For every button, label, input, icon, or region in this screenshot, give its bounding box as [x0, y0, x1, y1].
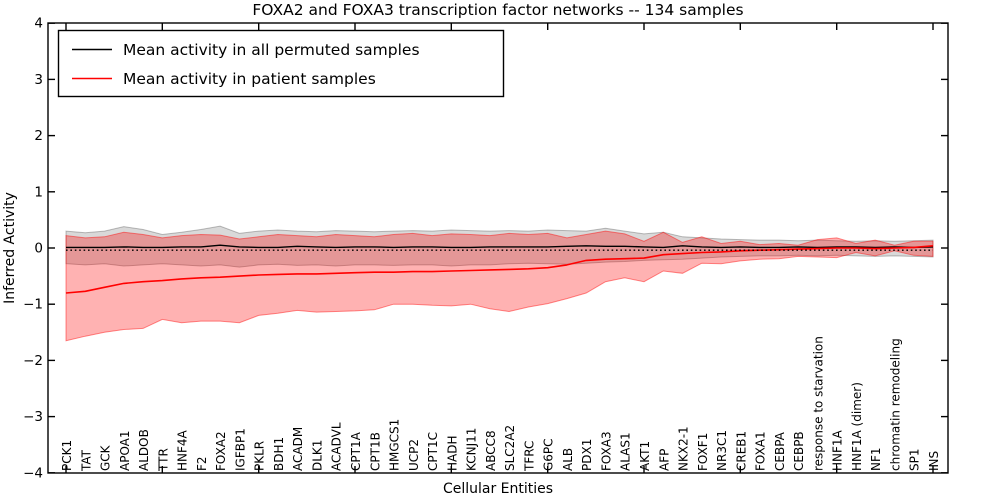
- chart-title: FOXA2 and FOXA3 transcription factor net…: [252, 1, 743, 19]
- x-category-label: F2: [195, 456, 209, 471]
- x-category-label: CEBPB: [792, 431, 806, 471]
- x-category-label: FOXA1: [754, 431, 768, 471]
- y-tick-label: −4: [23, 465, 43, 481]
- x-category-label: AKT1: [638, 441, 652, 471]
- legend: Mean activity in all permuted samples Me…: [57, 29, 505, 98]
- x-category-label: ALB: [561, 448, 575, 471]
- x-category-label: ACADVL: [330, 422, 344, 471]
- x-category-label: HMGCS1: [388, 419, 402, 471]
- x-category-label: PCK1: [60, 440, 74, 471]
- x-category-label: APOA1: [118, 430, 132, 471]
- y-tick-label: 4: [34, 16, 43, 32]
- x-category-label: CREB1: [734, 431, 748, 471]
- x-category-label: SP1: [908, 449, 922, 472]
- legend-label-permuted: Mean activity in all permuted samples: [123, 41, 420, 59]
- x-category-label: DLK1: [311, 440, 325, 471]
- y-tick-label: −3: [23, 409, 43, 425]
- x-category-label: ALDOB: [137, 429, 151, 471]
- x-category-label: UCP2: [407, 439, 421, 471]
- x-category-label: FOXA3: [600, 431, 614, 471]
- x-category-label: response to starvation: [811, 336, 825, 471]
- y-axis-label: Inferred Activity: [2, 192, 18, 304]
- x-category-label: AFP: [657, 449, 671, 471]
- y-tick-label: 3: [34, 72, 43, 88]
- x-category-label: GCK: [99, 444, 113, 471]
- x-category-label: G6PC: [542, 438, 556, 471]
- y-tick-label: 2: [34, 128, 43, 144]
- plot-axes-layer: 4 3 2 1 0 −1 −2 −3 −4 PCK1 TAT GCK APOA1 ALDOB TTR HNF4…: [23, 16, 948, 481]
- plot-data-layer: [65, 225, 934, 342]
- x-category-label: CPT1B: [368, 432, 382, 471]
- y-tick-label: 1: [34, 184, 43, 200]
- x-category-label: chromatin remodeling: [889, 338, 903, 471]
- y-tick-label: −2: [23, 353, 43, 369]
- x-category-label: HADH: [445, 436, 459, 472]
- legend-box: [57, 29, 505, 98]
- y-tick-label: 0: [34, 241, 43, 257]
- x-category-label: FOXA2: [214, 431, 228, 471]
- x-category-label: HNF4A: [176, 429, 190, 471]
- y-tick-label: −1: [23, 297, 43, 313]
- x-axis-label: Cellular Entities: [443, 481, 553, 497]
- x-category-label: PDX1: [580, 439, 594, 471]
- x-category-label: TAT: [79, 449, 93, 472]
- x-category-label: TFRC: [522, 441, 536, 472]
- legend-label-patient: Mean activity in patient samples: [123, 70, 376, 88]
- x-category-label: CPT1A: [349, 431, 363, 471]
- x-category-label: HNF1A: [831, 429, 845, 471]
- x-category-label: SLC2A2: [503, 425, 517, 471]
- x-category-label: NR3C1: [715, 430, 729, 471]
- x-category-label: IGFBP1: [233, 428, 247, 471]
- x-category-label: PKLR: [253, 441, 267, 471]
- patient-samples-band: [65, 230, 934, 342]
- x-category-label: TTR: [156, 448, 170, 472]
- x-category-label: FOXF1: [696, 433, 710, 471]
- x-category-label: CPT1C: [426, 432, 440, 471]
- x-category-label: BDH1: [272, 437, 286, 471]
- permuted-mean-line: [66, 244, 934, 249]
- x-category-label: NKX2-1: [677, 426, 691, 471]
- x-category-label: INS: [927, 451, 941, 471]
- x-category-label: HNF1A (dimer): [850, 382, 864, 471]
- x-category-label: NF1: [869, 447, 883, 471]
- patient-mean-line: [65, 245, 934, 294]
- x-category-label: ACADM: [291, 427, 305, 471]
- x-category-label: CEBPA: [773, 431, 787, 471]
- x-category-label: KCNJ11: [465, 428, 479, 471]
- x-category-label: ALAS1: [619, 432, 633, 471]
- x-category-label: ABCC8: [484, 430, 498, 471]
